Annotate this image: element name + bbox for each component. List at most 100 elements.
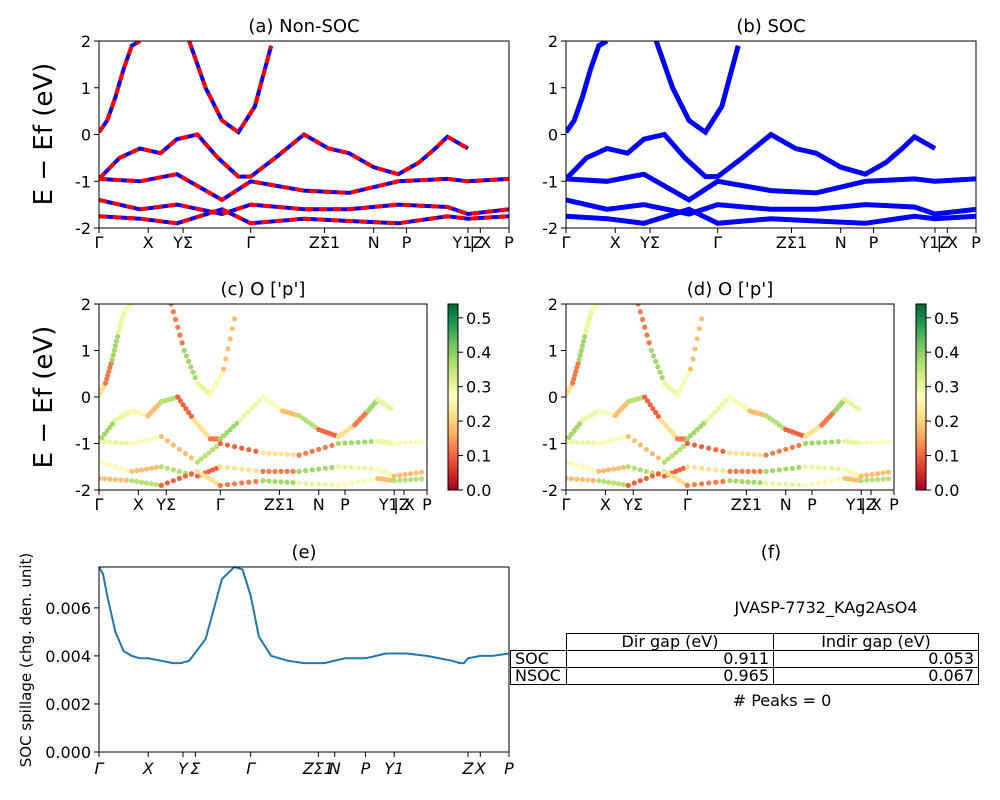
projection-point <box>835 476 841 483</box>
projection-point <box>224 481 231 488</box>
projection-point <box>206 450 212 456</box>
projection-point <box>290 480 296 486</box>
y-tick-label: 0 <box>548 388 558 407</box>
projection-point <box>596 478 602 484</box>
projection-point <box>696 326 702 332</box>
projection-point <box>720 448 726 454</box>
x-tick-label: Γ <box>95 233 104 252</box>
projection-point <box>139 438 145 444</box>
projection-point <box>864 472 870 478</box>
projection-point <box>322 444 328 450</box>
x-tick-label: Γ <box>246 233 255 252</box>
table-header-row: Dir gap (eV) Indir gap (eV) <box>511 633 979 651</box>
projection-point <box>413 470 419 476</box>
panel-e-title: (e) <box>291 542 316 563</box>
y-tick-label: -2 <box>75 219 91 238</box>
projection-point <box>101 431 108 437</box>
x-tick-label: ZΣ1 <box>776 233 807 252</box>
projection-point <box>585 477 591 483</box>
projection-point <box>637 309 643 315</box>
projection-point <box>303 450 309 456</box>
projection-point <box>789 481 795 488</box>
projection-point <box>673 450 679 456</box>
x-tick-label: N <box>780 495 792 514</box>
projection-point <box>625 433 631 440</box>
projection-point <box>576 357 582 363</box>
projection-point <box>568 476 575 482</box>
material-id: JVASP-7732_KAg2AsO4 <box>733 598 917 618</box>
projection-point <box>631 438 637 444</box>
projection-point <box>128 304 134 308</box>
projection-point <box>661 459 668 465</box>
y-tick-label: 2 <box>548 32 558 51</box>
projection-point <box>639 316 646 323</box>
projection-point <box>303 480 309 487</box>
projection-point <box>615 481 622 487</box>
projection-point <box>101 476 108 482</box>
projection-point <box>885 476 892 482</box>
projection-point <box>822 439 828 445</box>
projection-point <box>566 475 569 481</box>
projection-point <box>118 440 124 446</box>
projection-point <box>227 426 233 433</box>
projection-point <box>134 439 140 445</box>
projection-point <box>757 452 763 458</box>
projection-point <box>329 464 335 471</box>
projection-point <box>362 439 368 445</box>
projection-point <box>880 476 886 482</box>
projection-point <box>335 482 342 488</box>
band-line-dash <box>99 207 509 226</box>
projection-point <box>713 479 719 485</box>
projection-point <box>397 440 403 446</box>
projection-point <box>783 446 789 452</box>
projection-point <box>835 466 841 472</box>
projection-point <box>802 482 809 488</box>
x-tick-label: X <box>133 495 144 514</box>
projection-point <box>179 340 185 346</box>
projection-point <box>615 465 622 471</box>
projection-point <box>796 482 802 488</box>
projection-point <box>260 468 266 474</box>
projection-point <box>601 468 607 474</box>
x-tick-label: Y1Z <box>378 495 410 514</box>
projection-point <box>770 468 776 474</box>
row-label-soc: SOC <box>510 650 567 668</box>
projection-point <box>272 468 278 474</box>
projection-point <box>186 358 192 364</box>
projection-point <box>691 430 697 436</box>
projection-point <box>855 406 862 412</box>
header-dir-gap: Dir gap (eV) <box>566 633 774 651</box>
projection-point <box>190 369 196 375</box>
projection-point <box>585 440 591 446</box>
band-line <box>99 41 141 134</box>
x-tick-label: N <box>368 233 380 252</box>
projection-point <box>99 435 105 441</box>
projection-point <box>397 477 403 483</box>
projection-point <box>661 468 668 474</box>
projection-point <box>681 379 687 385</box>
projection-point <box>688 366 694 372</box>
projection-point <box>635 304 641 307</box>
projection-point <box>309 448 315 454</box>
projection-point <box>665 471 671 477</box>
projection-point <box>776 467 782 473</box>
projection-point <box>692 346 698 352</box>
x-tick-label: P <box>422 495 432 514</box>
projection-point <box>186 409 192 416</box>
projection-point <box>655 364 661 370</box>
projection-point <box>637 442 643 448</box>
projection-point <box>210 478 216 484</box>
projection-point <box>309 467 315 473</box>
projection-point <box>335 464 342 470</box>
projection-point <box>172 316 179 323</box>
y-tick-label: 2 <box>81 32 91 51</box>
projection-point <box>643 475 649 481</box>
y-tick-label: -1 <box>75 435 91 454</box>
projection-point <box>631 480 637 486</box>
projection-point <box>789 465 795 471</box>
band-line <box>566 197 976 217</box>
projection-point <box>727 478 733 484</box>
colorbar-d: 0.0 0.1 0.2 0.3 0.4 0.5 <box>915 303 959 500</box>
y-tick-label: -1 <box>75 172 91 191</box>
projection-point <box>643 446 649 452</box>
